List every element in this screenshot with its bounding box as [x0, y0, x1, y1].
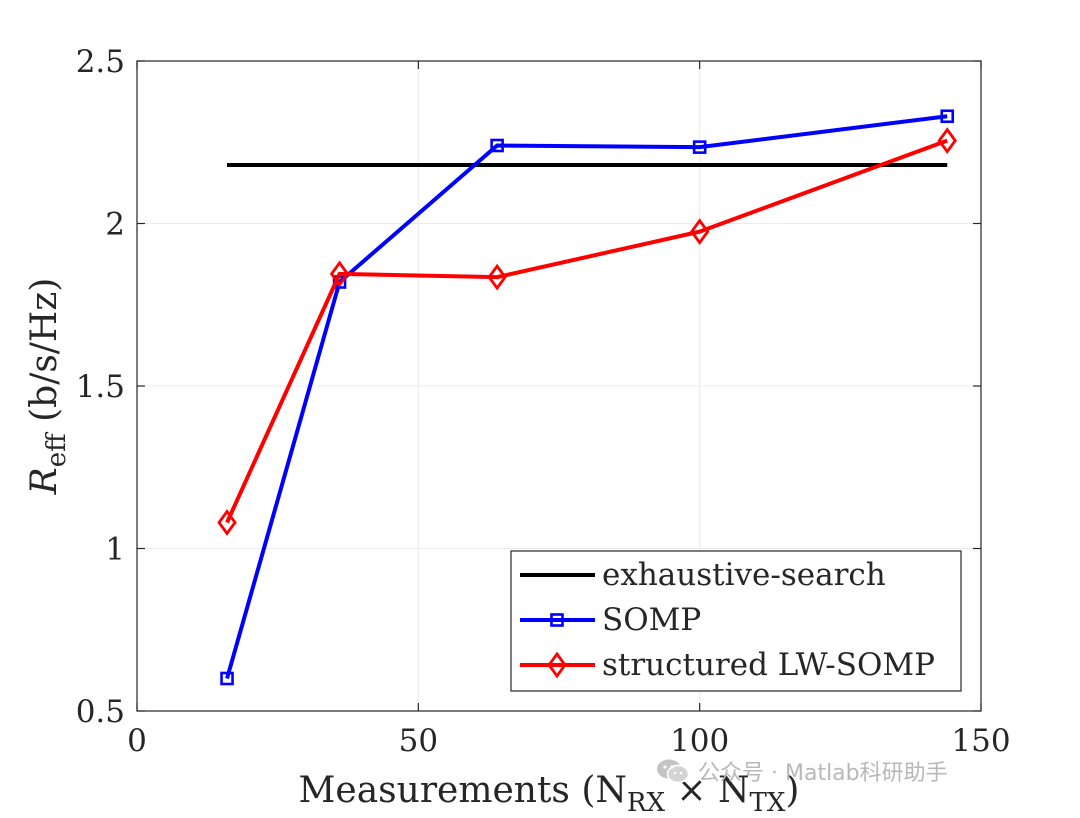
y-axis-label-units: (b/s/Hz) [24, 278, 65, 434]
wechat-icon [657, 759, 690, 784]
series-structured-lw-somp [217, 127, 957, 536]
y-tick-label: 0.5 [76, 694, 125, 730]
axis-ticks: 0 50 100 150 0.5 1 1.5 2 2.5 [76, 44, 1011, 759]
watermark: 公众号 · Matlab科研助手 [656, 756, 948, 786]
series-line-somp [225, 114, 948, 680]
legend-entry-structured-lw-somp: structured LW-SOMP [520, 647, 935, 683]
y-tick-label: 1 [105, 532, 125, 568]
y-axis-label-subscript: eff [42, 431, 72, 467]
legend-label-somp: SOMP [602, 602, 701, 638]
legend-marker-structured-lw-somp [547, 651, 567, 679]
x-axis-label-tx-subscript: TX [750, 788, 786, 814]
x-axis-label: Measurements (NRX × NTX) [299, 770, 800, 814]
y-tick-label: 2 [105, 207, 125, 243]
data-point-structured-lw-somp [487, 263, 507, 291]
x-axis-label-close: ) [785, 770, 799, 811]
series-layer [217, 109, 957, 686]
x-tick-label: 100 [670, 723, 729, 759]
data-point-structured-lw-somp [937, 127, 957, 155]
x-axis-label-rx-subscript: RX [627, 788, 666, 814]
y-axis-label: Reff (b/s/Hz) [24, 278, 72, 496]
data-point-somp [940, 109, 955, 124]
legend-marker-somp [550, 613, 564, 627]
x-tick-label: 50 [399, 723, 438, 759]
legend: exhaustive-search SOMP structured LW-SOMP [510, 550, 962, 692]
data-point-somp [490, 138, 504, 153]
legend-entries: exhaustive-search SOMP structured LW-SOMP [520, 557, 935, 683]
y-tick-label: 1.5 [76, 369, 125, 405]
legend-entry-exhaustive-search: exhaustive-search [520, 557, 886, 593]
legend-label-exhaustive-search: exhaustive-search [602, 557, 886, 593]
watermark-text: 公众号 · Matlab科研助手 [698, 761, 948, 786]
x-tick-label: 0 [127, 723, 147, 759]
data-point-structured-lw-somp [329, 260, 350, 288]
y-axis-label-symbol: R [24, 467, 65, 495]
data-point-somp [220, 671, 234, 686]
legend-label-structured-lw-somp: structured LW-SOMP [602, 647, 935, 683]
y-tick-label: 2.5 [76, 44, 125, 80]
legend-entry-somp: SOMP [520, 602, 701, 638]
data-point-structured-lw-somp [689, 218, 710, 246]
x-tick-label: 150 [951, 723, 1010, 759]
data-point-somp [692, 140, 707, 154]
data-point-structured-lw-somp [217, 509, 237, 536]
series-somp [220, 109, 955, 686]
series-line-structured-lw-somp [225, 138, 948, 524]
x-axis-label-main: Measurements (N [299, 770, 627, 811]
